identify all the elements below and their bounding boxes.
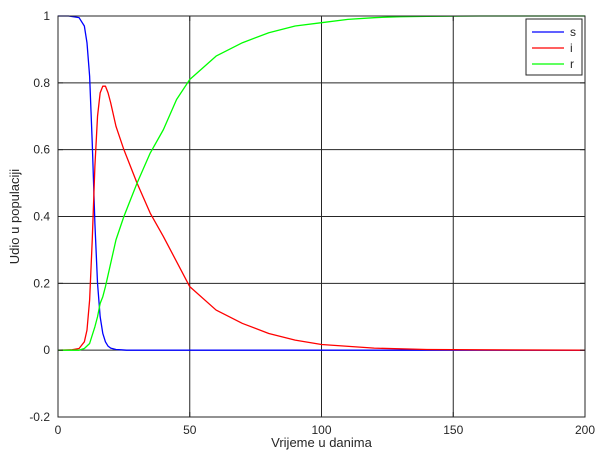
x-tick-label: 0	[55, 423, 62, 437]
series-line-r	[58, 15, 585, 351]
legend-label-s: s	[570, 25, 576, 39]
y-tick-label: 0.6	[33, 143, 50, 157]
y-tick-label: 0.2	[33, 276, 50, 290]
x-tick-label: 100	[311, 423, 331, 437]
legend-label-r: r	[570, 57, 574, 71]
legend-label-i: i	[570, 41, 573, 55]
series-line-s	[58, 15, 585, 351]
x-axis-label: Vrijeme u danima	[271, 435, 372, 450]
y-axis-label: Udio u populaciji	[7, 169, 22, 265]
legend-box	[525, 18, 583, 76]
x-tick-label: 50	[183, 423, 197, 437]
series-line-i	[57, 85, 586, 351]
x-tick-label: 150	[443, 423, 463, 437]
legend: sir	[525, 18, 583, 76]
x-tick-label: 200	[575, 423, 595, 437]
y-tick-label: 1	[43, 9, 50, 23]
y-tick-label: 0.4	[33, 210, 50, 224]
axis-ticks: 0 50 100 150 200 -0.2 0 0.2 0.4 0.6 0.8 1	[29, 9, 595, 437]
series-lines	[57, 15, 586, 351]
y-tick-label: 0.8	[33, 76, 50, 90]
y-tick-label: -0.2	[29, 410, 50, 424]
y-tick-label: 0	[43, 343, 50, 357]
